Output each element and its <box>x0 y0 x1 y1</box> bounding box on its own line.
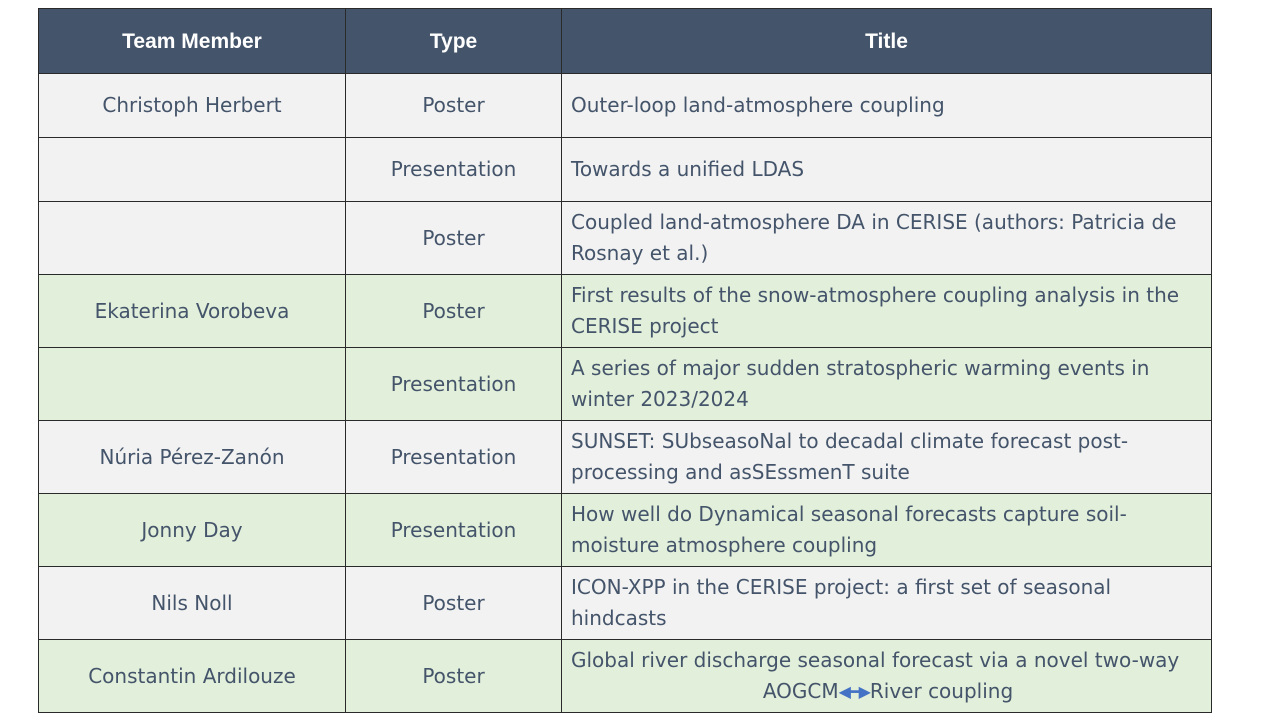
team-member-cell <box>38 137 346 202</box>
title-cell: ICON-XPP in the CERISE project: a first … <box>561 566 1212 640</box>
double-arrow-icon: ◀━▶ <box>838 682 871 701</box>
type-cell: Poster <box>345 201 562 275</box>
title-line-2-start: AOGCM <box>762 679 839 703</box>
header-team-member: Team Member <box>38 8 346 74</box>
type-cell: Poster <box>345 274 562 348</box>
type-cell: Presentation <box>345 137 562 202</box>
title-cell: Coupled land-atmosphere DA in CERISE (au… <box>561 201 1212 275</box>
team-member-cell <box>38 347 346 421</box>
title-cell: Outer-loop land-atmosphere coupling <box>561 73 1212 138</box>
table-row: Ekaterina Vorobeva Poster First results … <box>38 274 1212 348</box>
header-title: Title <box>561 8 1212 74</box>
team-member-cell: Jonny Day <box>38 493 346 567</box>
title-cell: SUNSET: SUbseasoNal to decadal climate f… <box>561 420 1212 494</box>
title-cell: Towards a unified LDAS <box>561 137 1212 202</box>
type-cell: Poster <box>345 639 562 713</box>
title-cell: How well do Dynamical seasonal forecasts… <box>561 493 1212 567</box>
team-member-cell: Constantin Ardilouze <box>38 639 346 713</box>
type-cell: Poster <box>345 566 562 640</box>
team-member-cell: Nils Noll <box>38 566 346 640</box>
header-type: Type <box>345 8 562 74</box>
type-cell: Presentation <box>345 347 562 421</box>
table-row: Poster Coupled land-atmosphere DA in CER… <box>38 201 1212 275</box>
table-row: Jonny Day Presentation How well do Dynam… <box>38 493 1212 567</box>
title-line-2: AOGCM◀━▶River coupling <box>571 676 1205 707</box>
table-row: Presentation A series of major sudden st… <box>38 347 1212 421</box>
team-member-cell: Núria Pérez-Zanón <box>38 420 346 494</box>
team-member-cell <box>38 201 346 275</box>
team-member-cell: Christoph Herbert <box>38 73 346 138</box>
table-row: Constantin Ardilouze Poster Global river… <box>38 639 1212 713</box>
title-line-1: Global river discharge seasonal forecast… <box>571 648 1180 672</box>
type-cell: Poster <box>345 73 562 138</box>
table-row: Presentation Towards a unified LDAS <box>38 137 1212 202</box>
title-cell: Global river discharge seasonal forecast… <box>561 639 1212 713</box>
header-row: Team Member Type Title <box>38 8 1212 74</box>
table-row: Christoph Herbert Poster Outer-loop land… <box>38 73 1212 138</box>
title-cell: A series of major sudden stratospheric w… <box>561 347 1212 421</box>
team-member-cell: Ekaterina Vorobeva <box>38 274 346 348</box>
table-row: Núria Pérez-Zanón Presentation SUNSET: S… <box>38 420 1212 494</box>
title-cell: First results of the snow-atmosphere cou… <box>561 274 1212 348</box>
presentations-table: Team Member Type Title Christoph Herbert… <box>38 8 1212 713</box>
table-row: Nils Noll Poster ICON-XPP in the CERISE … <box>38 566 1212 640</box>
title-line-2-end: River coupling <box>869 679 1014 703</box>
type-cell: Presentation <box>345 493 562 567</box>
type-cell: Presentation <box>345 420 562 494</box>
